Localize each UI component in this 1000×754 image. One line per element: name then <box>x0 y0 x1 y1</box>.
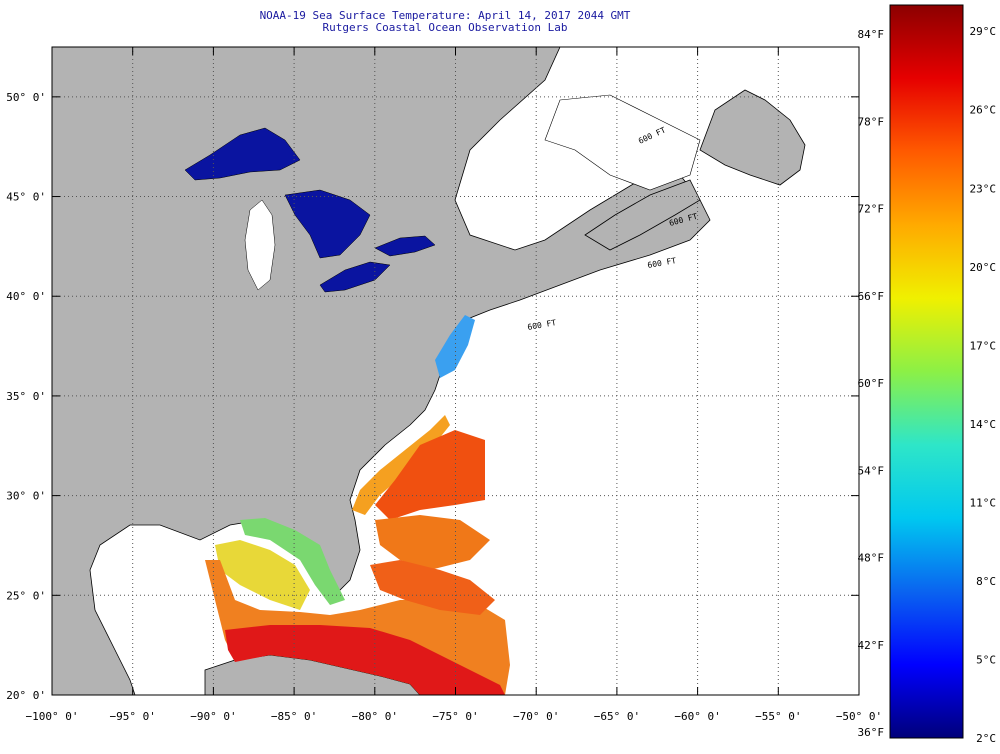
latitude-tick-label: 45° 0' <box>6 191 46 204</box>
sst-caribbean-red <box>225 625 505 695</box>
longitude-tick-label: −85° 0' <box>271 710 317 723</box>
map-subtitle: Rutgers Coastal Ocean Observation Lab <box>322 21 568 34</box>
colorbar-f-label: 72°F <box>858 203 885 216</box>
land-newfoundland <box>699 89 806 186</box>
colorbar <box>889 4 964 739</box>
gulf-st-lawrence <box>544 94 701 191</box>
longitude-tick-label: −75° 0' <box>432 710 478 723</box>
map-grid <box>52 47 859 695</box>
latitude-tick-label: 30° 0' <box>6 490 46 503</box>
axis-ticks <box>51 47 860 696</box>
longitude-tick-label: −80° 0' <box>352 710 398 723</box>
latitude-tick-label: 40° 0' <box>6 290 46 303</box>
colorbar-f-label: 66°F <box>858 290 885 303</box>
sst-bahamas-orange <box>370 560 495 615</box>
lake-ontario <box>374 235 436 257</box>
colorbar-f-label: 48°F <box>858 552 885 565</box>
sst-gulf-shelf-green <box>240 518 345 605</box>
colorbar-c-label: 20°C <box>970 261 997 274</box>
sst-offshore-warm <box>375 430 485 520</box>
colorbar-fahrenheit-labels: 84°F 78°F 72°F 66°F 60°F 54°F 48°F 42°F 36°F <box>858 28 885 739</box>
colorbar-celsius-labels: 29°C 26°C 23°C 20°C 17°C 14°C 11°C 8°C 5°C 2°C <box>970 25 997 745</box>
colorbar-f-label: 60°F <box>858 377 885 390</box>
lake-erie <box>319 261 391 293</box>
latitude-tick-label: 35° 0' <box>6 390 46 403</box>
colorbar-c-label: 8°C <box>976 575 996 588</box>
land-nova-scotia <box>584 179 701 251</box>
longitude-tick-label: −50° 0' <box>836 710 882 723</box>
sst-mid-atlantic <box>435 315 475 378</box>
colorbar-c-label: 23°C <box>970 182 997 195</box>
colorbar-f-label: 42°F <box>858 639 885 652</box>
latitude-tick-label: 50° 0' <box>6 91 46 104</box>
sst-gulf-stream-coast <box>352 415 450 515</box>
longitude-tick-label: −95° 0' <box>110 710 156 723</box>
latitude-tick-label: 20° 0' <box>6 689 46 702</box>
colorbar-f-label: 78°F <box>858 115 885 128</box>
sst-gulf-yellow <box>215 540 310 610</box>
longitude-tick-label: −60° 0' <box>674 710 720 723</box>
colorbar-c-label: 26°C <box>970 104 997 117</box>
latitude-labels: 20° 0' 25° 0' 30° 0' 35° 0' 40° 0' 45° 0' 50° … <box>6 91 46 702</box>
map-title: NOAA-19 Sea Surface Temperature: April 1… <box>259 9 631 22</box>
colorbar-f-label: 84°F <box>858 28 885 41</box>
lake-michigan <box>244 199 276 291</box>
colorbar-f-label: 54°F <box>858 464 885 477</box>
longitude-tick-label: −100° 0' <box>26 710 79 723</box>
longitude-tick-label: −55° 0' <box>755 710 801 723</box>
latitude-tick-label: 25° 0' <box>6 589 46 602</box>
colorbar-c-label: 5°C <box>976 653 996 666</box>
colorbar-c-label: 29°C <box>970 25 997 38</box>
colorbar-c-label: 11°C <box>970 496 997 509</box>
sst-offshore-orange <box>375 515 490 570</box>
colorbar-f-label: 36°F <box>858 726 885 739</box>
longitude-tick-label: −70° 0' <box>513 710 559 723</box>
longitude-tick-label: −65° 0' <box>594 710 640 723</box>
colorbar-c-label: 14°C <box>970 418 997 431</box>
colorbar-c-label: 17°C <box>970 339 997 352</box>
land-north-america <box>52 47 711 695</box>
longitude-tick-label: −90° 0' <box>190 710 236 723</box>
longitude-labels: −100° 0' −95° 0' −90° 0' −85° 0' −80° 0' −75°… <box>26 710 883 723</box>
colorbar-c-label: 2°C <box>976 732 996 745</box>
lake-huron <box>284 189 371 259</box>
